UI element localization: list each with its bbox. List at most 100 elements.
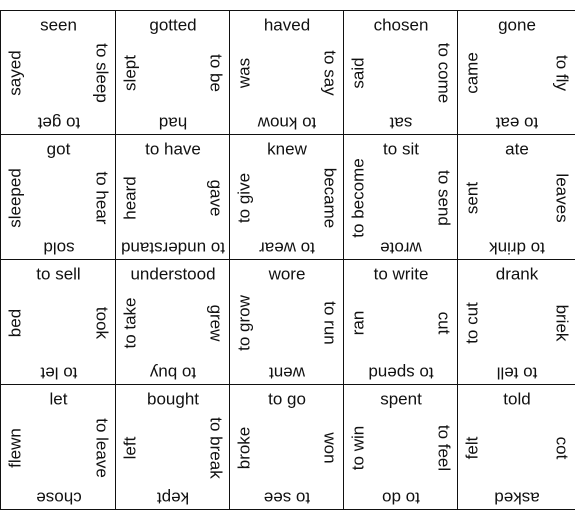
card-left-word: to take <box>120 296 140 349</box>
card-left-word: sayed <box>5 50 25 96</box>
card-left-word: to win <box>348 425 368 470</box>
card-right-word: to fly <box>552 55 572 91</box>
card-top-word: gone <box>498 15 536 35</box>
card-left-word: was <box>234 57 254 89</box>
card-top-word: ate <box>505 139 529 159</box>
domino-card: told asked felt cot <box>457 384 575 510</box>
card-top-word: to write <box>373 264 429 284</box>
domino-card: wore went to grow to run <box>229 259 344 385</box>
card-top-word: got <box>46 139 71 159</box>
card-top-word: spent <box>380 389 422 409</box>
domino-card: to go to see broke won <box>229 384 344 510</box>
domino-card: haved to know was to say <box>229 10 344 135</box>
domino-card: chosen sat said to come <box>343 10 458 135</box>
card-bottom-word: to know <box>257 113 317 133</box>
card-top-word: understood <box>130 264 216 284</box>
card-top-word: drank <box>495 264 539 284</box>
card-right-word: became <box>320 167 340 228</box>
domino-card: got sold sleeped to hear <box>0 134 116 260</box>
card-right-word: to feel <box>434 424 454 471</box>
domino-card: to have to understand heard gave <box>115 134 230 260</box>
card-bottom-word: had <box>158 113 188 133</box>
card-left-word: to cut <box>462 301 482 344</box>
card-top-word: to go <box>268 389 306 409</box>
card-right-word: grew <box>206 304 226 341</box>
card-right-word: cot <box>552 436 572 459</box>
domino-card: to write to spend ran cut <box>343 259 458 385</box>
card-bottom-word: to buy <box>149 363 197 383</box>
card-top-word: to sit <box>383 139 419 159</box>
card-bottom-word: sold <box>42 238 75 258</box>
card-top-word: wore <box>268 264 306 284</box>
domino-card: ate to drink sent leaves <box>457 134 575 260</box>
card-top-word: bought <box>147 389 199 409</box>
card-bottom-word: to spend <box>368 363 434 383</box>
domino-card: gotted had slept to be <box>115 10 230 135</box>
card-top-word: chosen <box>373 15 429 35</box>
card-bottom-word: sat <box>389 113 413 133</box>
card-left-word: flewn <box>5 427 25 468</box>
card-right-word: took <box>92 306 112 339</box>
card-left-word: felt <box>462 436 482 459</box>
card-left-word: slept <box>120 55 140 91</box>
card-top-word: to have <box>145 139 201 159</box>
card-bottom-word: to do <box>382 488 420 508</box>
domino-card: bought kept left to break <box>115 384 230 510</box>
card-left-word: sent <box>462 181 482 214</box>
card-right-word: to leave <box>92 417 112 478</box>
card-right-word: to come <box>434 42 454 104</box>
card-right-word: won <box>320 431 340 464</box>
domino-card: spent to do to win to feel <box>343 384 458 510</box>
domino-card: gone to eat came to fly <box>457 10 575 135</box>
card-left-word: heard <box>120 175 140 220</box>
card-bottom-word: to get <box>37 113 80 133</box>
domino-card: to sell to let bed took <box>0 259 116 385</box>
dominoes-grid: seen to get sayed to sleep gotted had slept to … <box>0 10 575 510</box>
card-left-word: to become <box>348 157 368 238</box>
domino-card: knew to wear to give became <box>229 134 344 260</box>
card-top-word: haved <box>263 15 311 35</box>
card-bottom-word: wrote <box>380 238 422 258</box>
card-left-word: to give <box>234 172 254 223</box>
card-right-word: to hear <box>92 171 112 224</box>
card-left-word: came <box>462 52 482 94</box>
card-left-word: bed <box>5 308 25 337</box>
card-right-word: to run <box>320 300 340 345</box>
card-right-word: cut <box>434 311 454 334</box>
domino-card: understood to buy to take grew <box>115 259 230 385</box>
domino-card: to sit wrote to become to send <box>343 134 458 260</box>
card-left-word: broke <box>234 426 254 469</box>
card-bottom-word: chose <box>35 488 82 508</box>
card-right-word: briek <box>552 304 572 341</box>
card-top-word: told <box>503 389 531 409</box>
card-right-word: leaves <box>552 172 572 223</box>
card-top-word: knew <box>267 139 307 159</box>
card-top-word: let <box>49 389 68 409</box>
card-bottom-word: to understand <box>121 238 225 258</box>
domino-card: let chose flewn to leave <box>0 384 116 510</box>
card-top-word: seen <box>40 15 77 35</box>
card-left-word: said <box>348 57 368 89</box>
card-right-word: to say <box>320 50 340 96</box>
card-bottom-word: to see <box>263 488 311 508</box>
card-bottom-word: went <box>269 363 305 383</box>
card-top-word: to sell <box>36 264 81 284</box>
domino-card: drank to tell to cut briek <box>457 259 575 385</box>
card-bottom-word: to drink <box>489 238 545 258</box>
card-right-word: to send <box>434 169 454 226</box>
card-right-word: to be <box>206 54 226 92</box>
domino-card: seen to get sayed to sleep <box>0 10 116 135</box>
card-bottom-word: kept <box>156 488 190 508</box>
card-bottom-word: to eat <box>495 113 539 133</box>
card-right-word: gave <box>206 179 226 216</box>
card-left-word: left <box>120 436 140 459</box>
card-right-word: to break <box>206 416 226 479</box>
card-right-word: to sleep <box>92 43 112 103</box>
card-left-word: sleeped <box>5 167 25 228</box>
card-left-word: to grow <box>234 294 254 351</box>
card-top-word: gotted <box>149 15 197 35</box>
card-bottom-word: to let <box>40 363 77 383</box>
card-bottom-word: asked <box>494 488 540 508</box>
card-bottom-word: to tell <box>496 363 538 383</box>
card-bottom-word: to wear <box>259 238 315 258</box>
